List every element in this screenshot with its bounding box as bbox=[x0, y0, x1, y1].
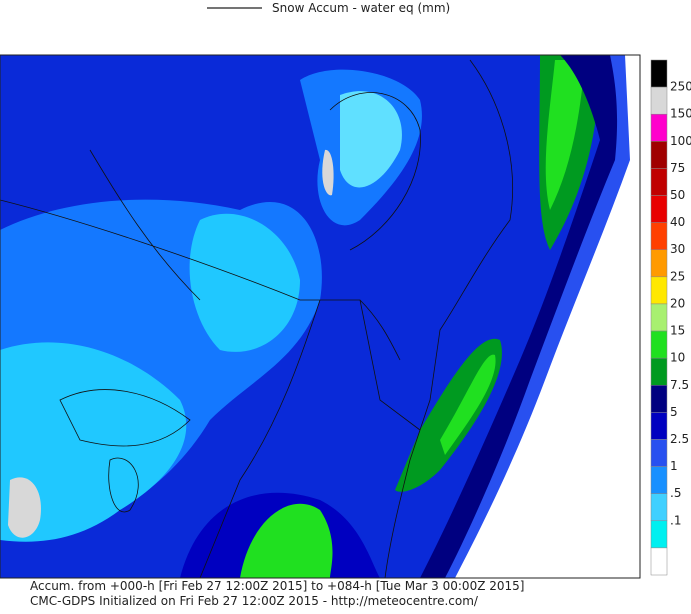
colorbar-swatch bbox=[650, 86, 668, 115]
colorbar-swatch bbox=[650, 547, 668, 576]
precip-area bbox=[8, 477, 41, 538]
colorbar-swatch bbox=[650, 222, 668, 250]
precip-area bbox=[0, 342, 187, 542]
colorbar-label: 50 bbox=[670, 188, 685, 202]
coastline bbox=[329, 59, 513, 578]
colorbar-label: 15 bbox=[670, 324, 685, 338]
colorbar-label: 75 bbox=[670, 161, 685, 175]
colorbar-label: 40 bbox=[670, 215, 685, 229]
colorbar-swatch bbox=[650, 303, 668, 332]
precip-area bbox=[189, 213, 300, 352]
colorbar-label: 25 bbox=[670, 269, 685, 283]
map bbox=[0, 54, 641, 579]
colorbar-swatch bbox=[650, 59, 668, 88]
colorbar-swatch bbox=[650, 168, 668, 196]
colorbar: 250 150 100 75 50 40 30 25 20 15 10 7.5 5 2.5 1 .5 .1 bbox=[650, 59, 691, 576]
colorbar-label: 5 bbox=[670, 405, 678, 419]
ocean-no-precip bbox=[455, 55, 640, 578]
colorbar-swatch bbox=[650, 357, 668, 386]
precip-area bbox=[545, 60, 585, 210]
precip-area bbox=[440, 354, 496, 455]
colorbar-swatch bbox=[650, 466, 668, 494]
colorbar-swatch bbox=[650, 385, 668, 413]
colorbar-label: 100 bbox=[670, 134, 691, 148]
colorbar-swatch bbox=[650, 439, 668, 467]
boundary-lines bbox=[0, 149, 421, 578]
colorbar-label: 2.5 bbox=[670, 432, 689, 446]
colorbar-swatch bbox=[650, 141, 668, 169]
precip-area bbox=[240, 503, 333, 578]
colorbar-label: 20 bbox=[670, 296, 685, 310]
colorbar-label: 10 bbox=[670, 351, 685, 365]
colorbar-swatch bbox=[650, 113, 668, 142]
precip-area bbox=[340, 91, 402, 188]
footer-line-2: CMC-GDPS Initialized on Fri Feb 27 12:00… bbox=[30, 594, 479, 608]
colorbar-swatch bbox=[650, 276, 668, 305]
colorbar-swatch bbox=[650, 493, 668, 522]
colorbar-label: 250 bbox=[670, 80, 691, 94]
colorbar-label: 30 bbox=[670, 242, 685, 256]
colorbar-label: 150 bbox=[670, 107, 691, 121]
colorbar-swatch bbox=[650, 195, 668, 223]
colorbar-swatch bbox=[650, 412, 668, 440]
colorbar-swatch bbox=[650, 330, 668, 359]
great-lakes bbox=[59, 389, 191, 513]
map-frame bbox=[0, 54, 641, 579]
colorbar-label: 1 bbox=[670, 459, 678, 473]
legend-text: Snow Accum - water eq (mm) bbox=[272, 1, 450, 15]
footer-line-1: Accum. from +000-h [Fri Feb 27 12:00Z 20… bbox=[30, 579, 524, 593]
colorbar-label: 7.5 bbox=[670, 378, 689, 392]
colorbar-swatch bbox=[650, 520, 668, 549]
colorbar-label: .1 bbox=[670, 513, 681, 527]
precip-area bbox=[322, 149, 334, 196]
colorbar-label: .5 bbox=[670, 486, 681, 500]
colorbar-swatch bbox=[650, 249, 668, 278]
